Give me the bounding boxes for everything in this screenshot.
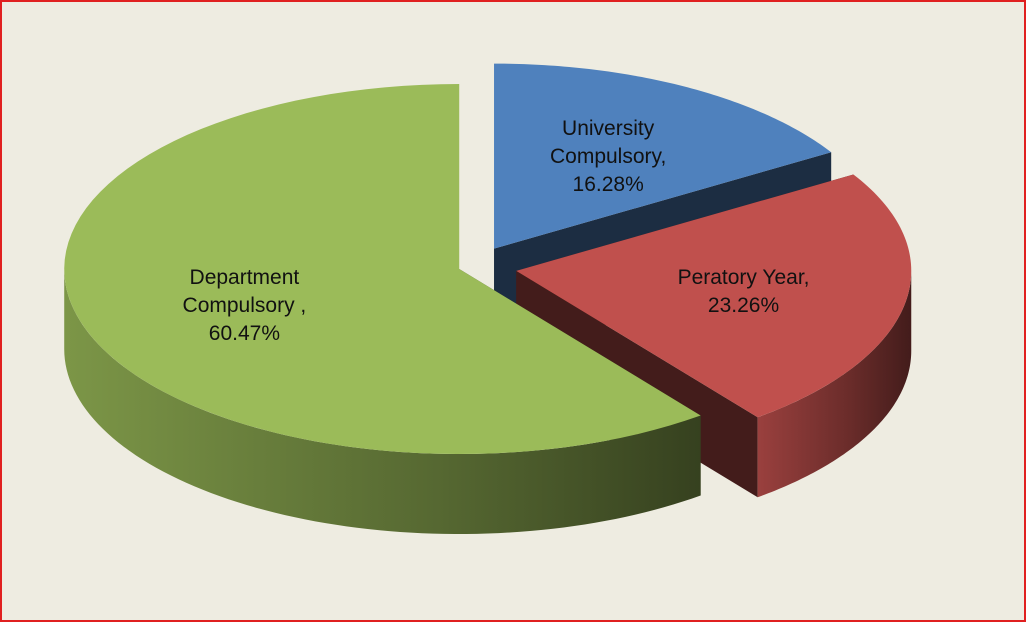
data-label: Peratory Year, 23.26%: [659, 264, 829, 320]
value-label: 16.28%: [572, 173, 644, 197]
slice: [494, 63, 832, 249]
data-label: University Compulsory, 16.28%: [523, 115, 693, 199]
category-label: University Compulsory,: [549, 117, 667, 169]
slice: [64, 84, 701, 455]
data-label: Department Compulsory , 60.47%: [159, 264, 329, 348]
slice-side: [757, 270, 912, 498]
value-label: 60.47%: [208, 321, 280, 345]
value-label: 23.26%: [707, 294, 780, 318]
slice: [516, 174, 912, 418]
category-label: Department Compulsory ,: [182, 265, 307, 317]
category-label: Peratory Year,: [677, 266, 810, 290]
slice-side: [64, 269, 701, 535]
